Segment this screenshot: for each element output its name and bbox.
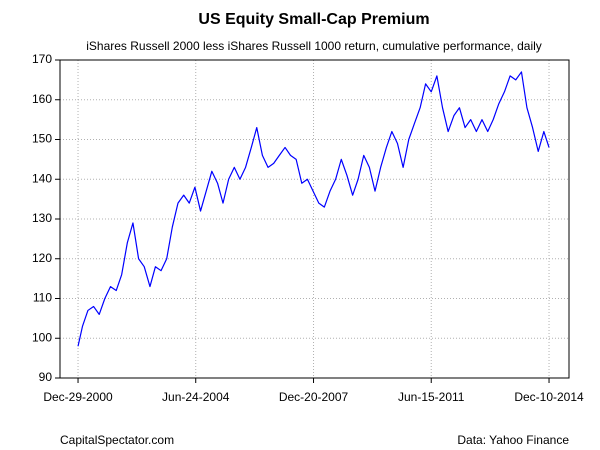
chart-title: US Equity Small-Cap Premium: [198, 11, 429, 28]
y-tick-label: 110: [33, 291, 52, 305]
y-tick-label: 100: [32, 330, 52, 344]
y-tick-label: 120: [32, 251, 52, 265]
source: Data: Yahoo Finance: [457, 433, 569, 447]
y-tick-label: 90: [39, 370, 53, 384]
x-tick-label: Dec-20-2007: [279, 390, 349, 404]
credit: CapitalSpectator.com: [60, 433, 174, 447]
x-tick-label: Jun-24-2004: [162, 390, 230, 404]
y-tick-label: 170: [32, 52, 52, 66]
data-line: [77, 71, 550, 347]
x-tick-label: Jun-15-2011: [398, 390, 465, 404]
x-tick-label: Dec-29-2000: [43, 390, 113, 404]
y-tick-label: 150: [32, 132, 52, 146]
chart-subtitle: iShares Russell 2000 less iShares Russel…: [86, 39, 542, 53]
y-tick-label: 160: [32, 92, 52, 106]
x-tick-label: Dec-10-2014: [514, 390, 584, 404]
plot-frame: [59, 59, 570, 379]
y-tick-label: 130: [32, 211, 52, 225]
y-tick-label: 140: [32, 171, 52, 185]
